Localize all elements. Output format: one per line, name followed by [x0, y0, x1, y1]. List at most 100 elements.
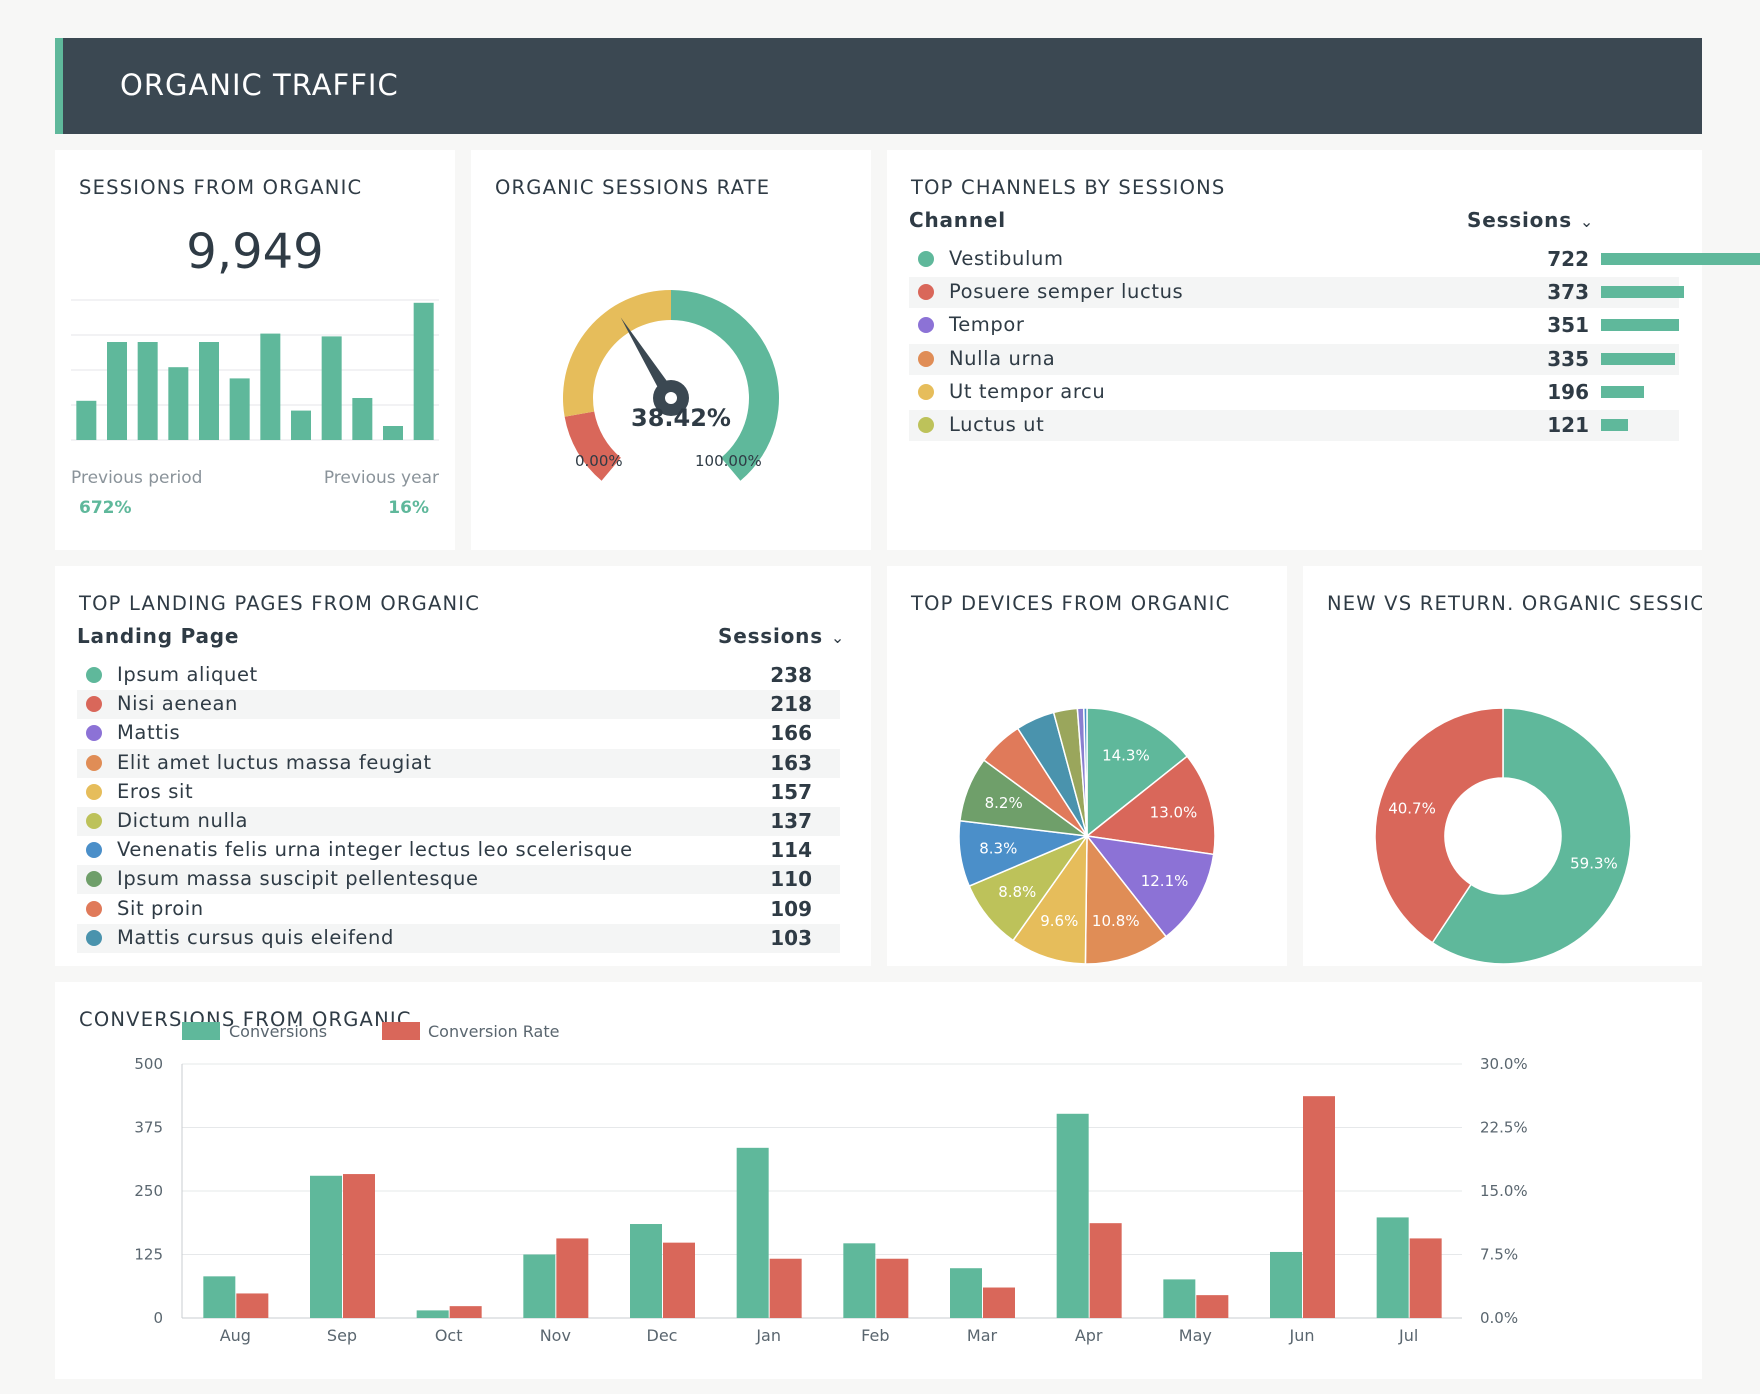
landing-page-label: Mattis cursus quis eleifend	[117, 925, 394, 949]
conversions-bar	[416, 1310, 449, 1318]
channel-row: Luctus ut 121	[909, 410, 1679, 441]
landing-sessions-value: 110	[770, 867, 812, 892]
landing-page-label: Nisi aenean	[117, 692, 238, 716]
landing-page-label: Dictum nulla	[117, 809, 249, 832]
newret-card: NEW VS RETURN. ORGANIC SESSIC 59.3% 40.7%	[1303, 566, 1702, 966]
right-axis-tick-label: 30.0%	[1480, 1055, 1528, 1073]
devices-slice-label: 10.8%	[1092, 912, 1140, 930]
previous-period-value: 672%	[79, 498, 132, 518]
conversion-rate-bar	[769, 1258, 802, 1318]
channel-row: Tempor 351	[909, 310, 1679, 341]
sessions-bar	[260, 333, 281, 440]
legend-rate-label: Conversion Rate	[428, 1022, 559, 1041]
left-axis-tick-label: 375	[134, 1119, 163, 1137]
landing-color-dot	[86, 842, 102, 859]
x-axis-tick-label: Mar	[967, 1326, 998, 1345]
landing-color-dot	[86, 900, 102, 917]
landing-page-label: Ipsum aliquet	[117, 663, 258, 686]
channel-sessions-value: 335	[1547, 346, 1589, 371]
newret-slice	[1374, 707, 1504, 944]
sessions-column-label: Sessions	[1467, 208, 1572, 232]
channel-sessions-value: 373	[1547, 280, 1589, 305]
channel-color-dot	[918, 251, 934, 267]
channel-color-dot	[918, 350, 934, 367]
devices-slice-label: 8.3%	[979, 840, 1017, 858]
devices-slice	[1086, 707, 1189, 838]
landing-color-dot	[86, 667, 102, 683]
rate-title: ORGANIC SESSIONS RATE	[495, 176, 771, 199]
channel-sessions-bar	[1601, 319, 1679, 332]
x-axis-tick-label: Feb	[861, 1326, 889, 1345]
channel-column-label: Channel	[909, 208, 1006, 232]
channel-sessions-bar	[1601, 286, 1684, 299]
devices-slice-label: 13.0%	[1150, 804, 1198, 822]
previous-year-value: 16%	[388, 498, 429, 518]
channel-label: Nulla urna	[949, 346, 1056, 370]
conversion-rate-bar	[663, 1242, 695, 1318]
landing-sessions-sort-header[interactable]: Sessions ⌄	[718, 624, 845, 648]
conversion-rate-bar	[1409, 1238, 1442, 1318]
channel-sessions-bar	[1601, 253, 1760, 265]
channel-row: Ut tempor arcu 196	[909, 377, 1679, 408]
right-axis-tick-label: 15.0%	[1480, 1182, 1528, 1200]
x-axis-tick-label: Jun	[1289, 1326, 1315, 1345]
landing-page-label: Sit proin	[117, 896, 204, 920]
sessions-bar-chart	[71, 299, 439, 441]
channel-sessions-value: 722	[1547, 247, 1589, 271]
right-axis-tick-label: 22.5%	[1480, 1119, 1528, 1137]
chevron-down-icon: ⌄	[1579, 212, 1595, 231]
devices-slice-label: 8.2%	[985, 794, 1023, 812]
devices-slice-label: 14.3%	[1102, 746, 1150, 764]
landing-sessions-value: 103	[770, 925, 812, 950]
conversions-bar	[523, 1254, 556, 1318]
conversion-rate-bar	[1303, 1096, 1335, 1318]
gauge-max-label: 100.00%	[695, 452, 762, 470]
channel-sessions-bar	[1601, 419, 1628, 431]
landing-sessions-value: 157	[770, 779, 812, 804]
dashboard-title: ORGANIC TRAFFIC	[120, 68, 399, 102]
channel-label: Vestibulum	[949, 247, 1064, 270]
landing-page-row: Venenatis felis urna integer lectus leo …	[77, 836, 840, 865]
conversions-card: CONVERSIONS FROM ORGANIC Conversions Conv…	[55, 982, 1702, 1379]
x-axis-tick-label: Nov	[540, 1326, 571, 1345]
channel-row: Posuere semper luctus 373	[909, 277, 1684, 309]
right-axis-tick-label: 0.0%	[1480, 1309, 1518, 1327]
newret-slice-label: 59.3%	[1570, 854, 1618, 872]
channel-sessions-bar	[1601, 385, 1645, 398]
conversion-rate-bar	[983, 1287, 1015, 1318]
devices-slice	[1085, 755, 1216, 856]
landing-page-row: Elit amet luctus massa feugiat 163	[77, 748, 840, 778]
gauge-needle-hub-center	[665, 392, 677, 404]
devices-title: TOP DEVICES FROM ORGANIC	[911, 592, 1231, 615]
landing-sessions-value: 218	[770, 692, 812, 717]
conversions-bar	[203, 1276, 236, 1318]
sessions-title: SESSIONS FROM ORGANIC	[79, 176, 363, 199]
landing-page-row: Sit proin 109	[77, 895, 840, 924]
landing-color-dot	[86, 813, 102, 829]
sessions-sort-header[interactable]: Sessions ⌄	[1467, 208, 1594, 232]
sessions-value: 9,949	[186, 224, 324, 280]
gauge-red-segment	[564, 411, 621, 481]
landing-page-label: Elit amet luctus massa feugiat	[117, 750, 432, 774]
sessions-bar	[383, 426, 403, 440]
landing-page-row: Nisi aenean 218	[77, 690, 840, 720]
devices-card: TOP DEVICES FROM ORGANIC 14.3% 13.0% 12.1%…	[887, 566, 1287, 966]
channel-color-dot	[918, 284, 934, 301]
conversions-bar	[843, 1243, 876, 1318]
sessions-bar	[137, 342, 158, 440]
devices-slice-label: 12.1%	[1141, 872, 1189, 890]
channel-label: Posuere semper luctus	[949, 280, 1184, 304]
previous-period-label: Previous period	[71, 468, 203, 488]
channel-color-dot	[918, 383, 934, 400]
devices-slice-label: 8.8%	[998, 883, 1036, 901]
newret-title: NEW VS RETURN. ORGANIC SESSIC	[1327, 592, 1702, 615]
x-axis-tick-label: Oct	[435, 1326, 463, 1345]
legend-rate-swatch	[382, 1022, 420, 1040]
left-axis-tick-label: 250	[134, 1182, 163, 1200]
landing-color-dot	[86, 696, 102, 713]
x-axis-tick-label: Apr	[1075, 1326, 1103, 1345]
x-axis-tick-label: Jul	[1398, 1326, 1418, 1345]
channels-card: TOP CHANNELS BY SESSIONS Channel Session…	[887, 150, 1760, 550]
channel-label: Tempor	[949, 313, 1025, 337]
conversion-rate-bar	[876, 1258, 909, 1318]
